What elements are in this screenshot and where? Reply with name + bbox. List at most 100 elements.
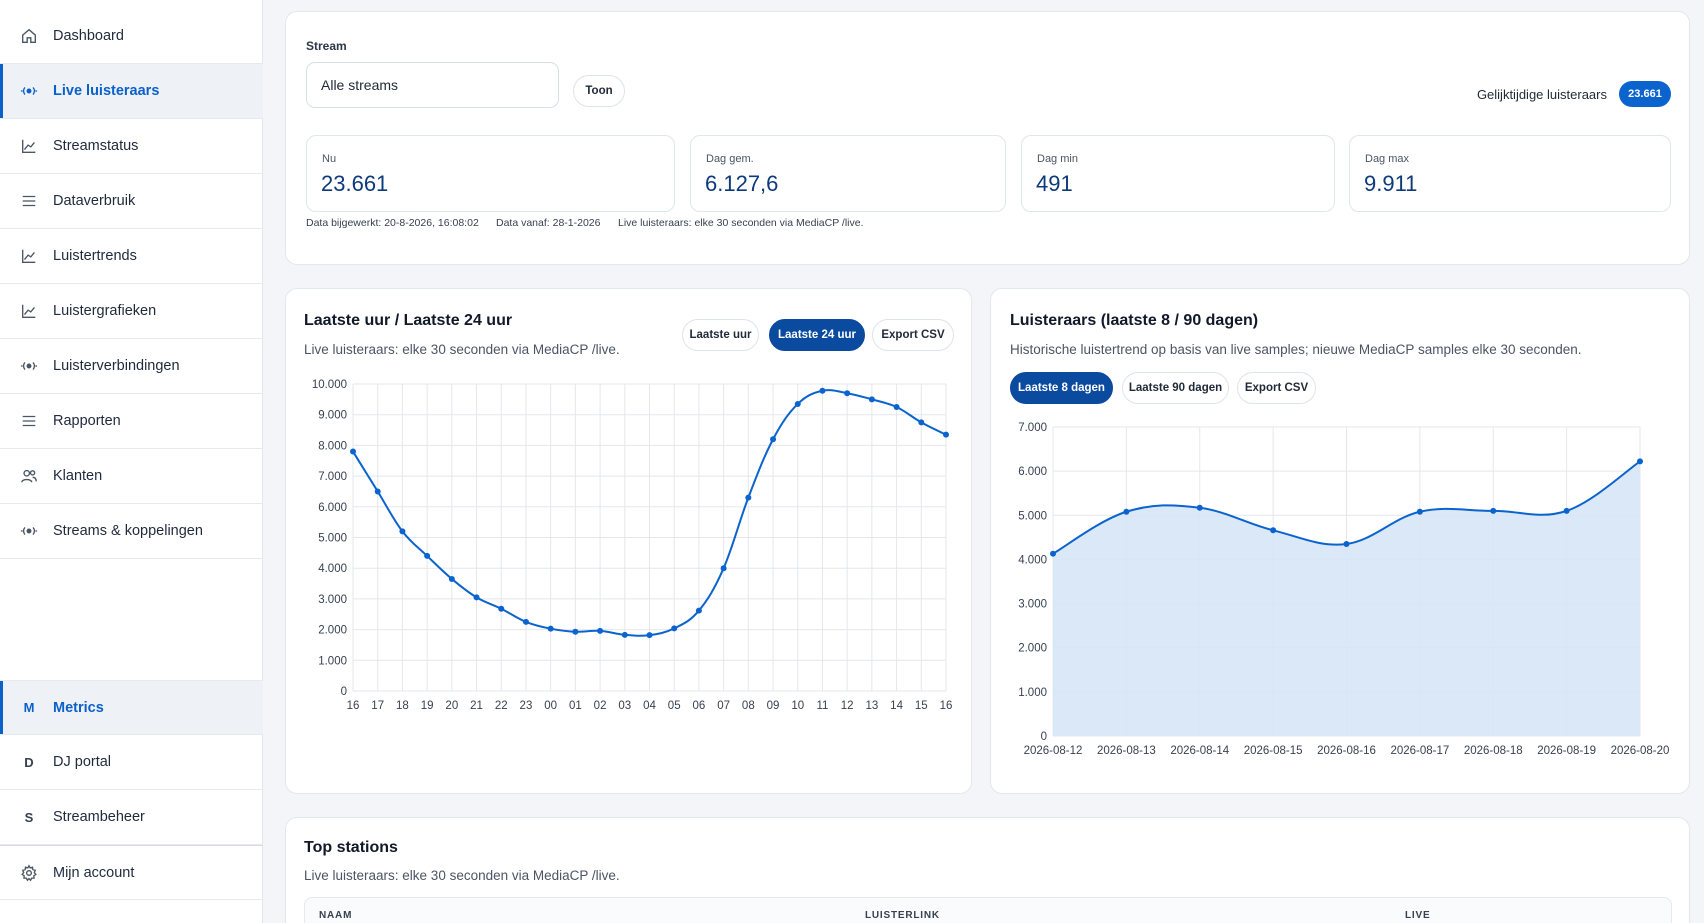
y-tick-label: 10.000 [312, 379, 347, 391]
sidebar-item-rapporten[interactable]: Rapporten [0, 394, 263, 449]
concurrent-listeners-label: Gelijktijdige luisteraars [1476, 87, 1607, 102]
sidebar-item-mijn-account[interactable]: Mijn account [0, 845, 263, 900]
top-stations-card: Top stations Live luisteraars: elke 30 s… [285, 817, 1690, 923]
data-point [844, 390, 851, 397]
data-point [522, 618, 529, 625]
history-chart-subtitle: Historische luistertrend op basis van li… [1010, 342, 1582, 357]
line-chart-icon [20, 247, 38, 265]
y-tick-label: 3.000 [1018, 599, 1047, 611]
users-icon [20, 467, 38, 485]
sidebar-item-metrics[interactable]: M Metrics [0, 680, 263, 735]
y-tick-label: 4.000 [1018, 554, 1047, 566]
data-point [1343, 540, 1350, 547]
last-hour-button[interactable]: Laatste uur [682, 319, 759, 351]
last-24h-button[interactable]: Laatste 24 uur [769, 319, 865, 351]
x-tick-label: 03 [618, 700, 631, 712]
last-8-days-button[interactable]: Laatste 8 dagen [1010, 372, 1113, 404]
sidebar-item-label: Dashboard [53, 28, 124, 44]
data-point [893, 404, 900, 411]
data-point [720, 565, 727, 572]
stat-value: 491 [1036, 171, 1073, 196]
sidebar-item-luistertrends[interactable]: Luistertrends [0, 229, 263, 284]
sidebar-item-streambeheer[interactable]: S Streambeheer [0, 790, 263, 845]
sidebar-item-label: Live luisteraars [53, 83, 160, 99]
y-tick-label: 1.000 [1018, 687, 1047, 699]
broadcast-icon [20, 82, 38, 100]
broadcast-icon [20, 357, 38, 375]
sidebar-item-streams-koppelingen[interactable]: Streams & koppelingen [0, 504, 263, 559]
data-point [498, 605, 505, 612]
stat-label: Dag min [1037, 153, 1078, 165]
x-tick-label: 01 [569, 700, 582, 712]
sidebar-item-dj-portal[interactable]: D DJ portal [0, 735, 263, 790]
sidebar-item-dashboard[interactable]: Dashboard [0, 9, 263, 64]
gear-icon [20, 863, 38, 882]
sidebar: Dashboard Live luisteraars Streamstatus … [0, 0, 263, 923]
menu-icon [20, 412, 38, 430]
x-tick-label: 21 [470, 700, 483, 712]
x-tick-label: 18 [396, 700, 409, 712]
menu-icon [20, 192, 38, 210]
meta-interval: Live luisteraars: elke 30 seconden via M… [618, 217, 864, 229]
x-tick-label: 10 [791, 700, 804, 712]
stat-value: 23.661 [321, 171, 389, 196]
data-point [1050, 550, 1056, 557]
line-chart-icon [20, 302, 38, 320]
series-area [1053, 461, 1640, 736]
x-tick-label: 2026-08-13 [1097, 745, 1156, 757]
y-tick-label: 0 [341, 686, 347, 698]
x-tick-label: 04 [643, 700, 656, 712]
y-tick-label: 3.000 [318, 594, 347, 606]
data-point [794, 400, 801, 407]
hourly-chart-subtitle: Live luisteraars: elke 30 seconden via M… [304, 342, 620, 357]
sidebar-item-label: Metrics [53, 699, 104, 716]
data-point [547, 625, 554, 632]
sidebar-item-live-luisteraars[interactable]: Live luisteraars [0, 64, 263, 119]
data-point [350, 448, 356, 455]
streambeheer-letter-icon: S [24, 809, 34, 825]
sidebar-item-streamstatus[interactable]: Streamstatus [0, 119, 263, 174]
x-tick-label: 15 [915, 700, 928, 712]
y-tick-label: 1.000 [318, 655, 347, 667]
data-point [868, 396, 875, 403]
dj-letter-icon: D [24, 754, 34, 770]
sidebar-item-luisterverbindingen[interactable]: Luisterverbindingen [0, 339, 263, 394]
sidebar-item-klanten[interactable]: Klanten [0, 449, 263, 504]
x-tick-label: 19 [421, 700, 434, 712]
stream-card: Stream Alle streams Toon Gelijktijdige l… [285, 11, 1690, 265]
last-90-days-button[interactable]: Laatste 90 dagen [1122, 372, 1229, 404]
sidebar-item-label: Luistertrends [53, 248, 137, 264]
data-point [671, 625, 678, 632]
x-tick-label: 12 [841, 700, 854, 712]
data-point [646, 632, 653, 639]
stream-select[interactable]: Alle streams [306, 62, 559, 108]
x-tick-label: 14 [890, 700, 903, 712]
y-tick-label: 9.000 [318, 410, 347, 422]
sidebar-item-luistergrafieken[interactable]: Luistergrafieken [0, 284, 263, 339]
y-tick-label: 7.000 [318, 471, 347, 483]
hourly-chart-card: Laatste uur / Laatste 24 uur Live luiste… [285, 288, 972, 794]
data-point [1196, 504, 1203, 511]
data-point [770, 436, 777, 443]
data-point [1637, 458, 1643, 465]
export-csv-button[interactable]: Export CSV [872, 319, 954, 351]
y-tick-label: 7.000 [1018, 422, 1047, 434]
x-tick-label: 2026-08-18 [1464, 745, 1523, 757]
data-point [943, 431, 949, 438]
x-tick-label: 22 [495, 700, 508, 712]
data-point [621, 631, 628, 638]
table-header: NAAM LUISTERLINK LIVE [304, 897, 1672, 923]
data-point [918, 419, 925, 426]
data-point [1123, 508, 1130, 515]
sidebar-item-label: Streams & koppelingen [53, 523, 203, 539]
data-point [819, 387, 826, 394]
sidebar-item-dataverbruik[interactable]: Dataverbruik [0, 174, 263, 229]
sidebar-item-label: Dataverbruik [53, 193, 136, 209]
stat-value: 9.911 [1364, 171, 1418, 196]
show-button[interactable]: Toon [573, 75, 625, 107]
x-tick-label: 06 [693, 700, 706, 712]
stat-label: Nu [322, 153, 337, 165]
y-tick-label: 5.000 [318, 533, 347, 545]
home-icon [20, 27, 38, 45]
export-csv-button[interactable]: Export CSV [1237, 372, 1316, 404]
